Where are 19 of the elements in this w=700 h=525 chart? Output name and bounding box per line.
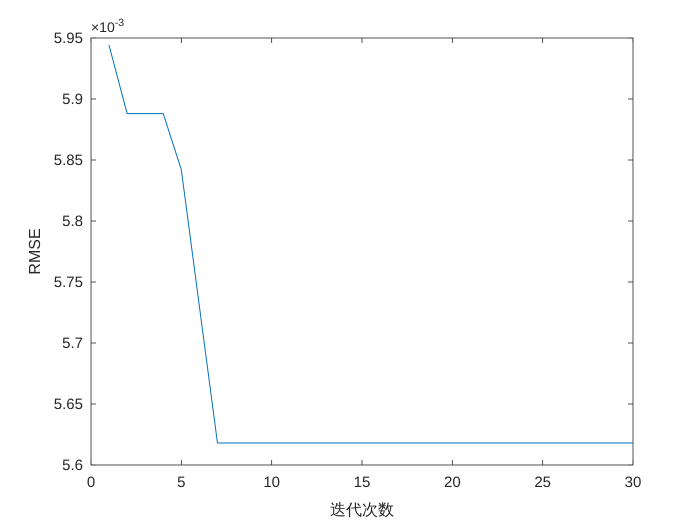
y-tick-label: 5.6 [62,457,83,474]
y-tick-label: 5.65 [54,396,83,413]
y-axis-title: RMSE [27,228,44,275]
y-tick-label: 5.9 [62,91,83,108]
y-tick-label: 5.95 [54,30,83,47]
y-tick-label: 5.7 [62,335,83,352]
x-tick-label: 30 [624,474,642,491]
text: ×10$^{-3}$ [91,17,124,35]
x-tick-label: 20 [444,474,461,491]
x-tick-label: 0 [86,474,96,491]
y-tick-label: 5.75 [54,274,83,291]
line-series [108,44,634,444]
x-tick-label: 5 [177,474,186,491]
x-axis-title: 迭代次数 [330,501,394,519]
y-tick-label: 5.85 [54,152,83,169]
y-tick-label: 5.8 [62,213,83,230]
x-tick-label: 25 [534,474,552,491]
x-tick-label: 10 [263,474,280,491]
x-tick-label: 15 [354,474,370,491]
